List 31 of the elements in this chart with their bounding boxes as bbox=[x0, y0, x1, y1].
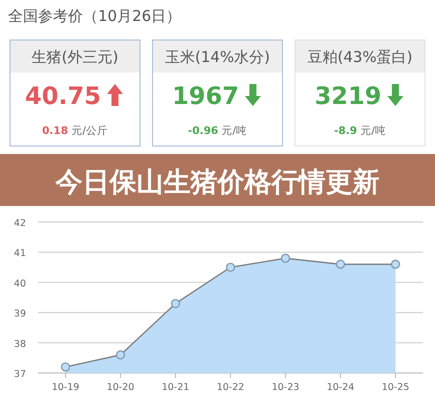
x-tick-label: 10-23 bbox=[272, 382, 300, 393]
point bbox=[116, 350, 126, 360]
data-label: 40.75 bbox=[25, 82, 101, 110]
category-label: 玉米(14%水分) bbox=[164, 48, 270, 66]
point bbox=[170, 298, 180, 308]
x-tick-label: 10-21 bbox=[162, 382, 190, 393]
x-tick-label: 10-20 bbox=[106, 382, 134, 393]
x-tick-label: 10-22 bbox=[216, 382, 244, 393]
text: 全国参考价（10月26日） bbox=[8, 7, 182, 25]
text: -8.9 元/吨 bbox=[334, 124, 386, 137]
category-label: 生猪(外三元) bbox=[32, 48, 118, 66]
x-tick-label: 10-25 bbox=[382, 382, 410, 393]
point bbox=[280, 254, 290, 263]
point bbox=[390, 260, 400, 269]
y-tick-label: 38 bbox=[14, 338, 26, 350]
x-tick-label: 10-19 bbox=[52, 382, 80, 393]
point bbox=[60, 362, 70, 372]
data-label: 1967 bbox=[172, 82, 239, 110]
text: -0.96 元/吨 bbox=[188, 124, 248, 137]
point bbox=[226, 262, 236, 272]
y-tick-label: 40 bbox=[14, 278, 26, 290]
y-tick-label: 42 bbox=[14, 218, 26, 229]
y-tick-label: 37 bbox=[14, 369, 26, 380]
category-label: 豆粕(43%蛋白) bbox=[307, 48, 413, 66]
chart-title: 今日保山生猪价格行情更新 bbox=[54, 167, 380, 198]
data-label: 3219 bbox=[314, 82, 382, 110]
y-tick-label: 39 bbox=[14, 308, 26, 320]
text: 0.18 元/公斤 bbox=[42, 124, 108, 137]
y-tick-label: 41 bbox=[14, 248, 26, 260]
x-tick-label: 10-24 bbox=[326, 382, 354, 393]
point bbox=[336, 260, 346, 269]
